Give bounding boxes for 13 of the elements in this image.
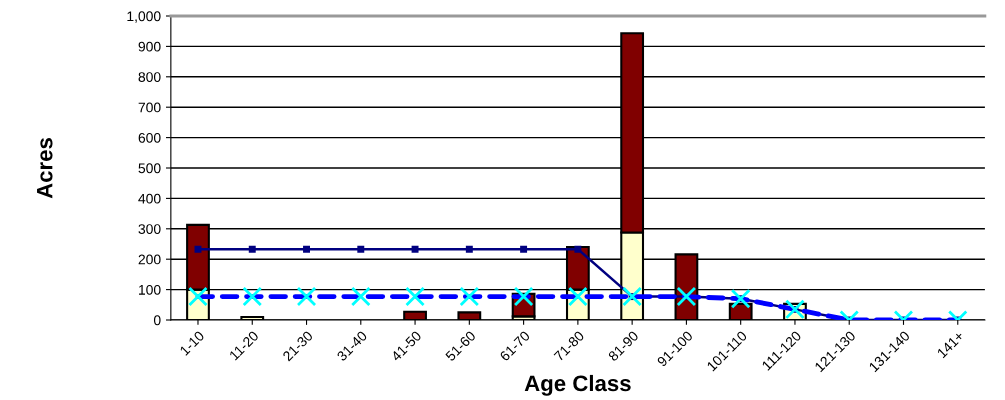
y-tick-label: 600	[138, 132, 161, 143]
y-tick-label: 900	[138, 41, 161, 52]
y-tick-label: 1,000	[127, 11, 161, 23]
y-tick-label: 400	[138, 193, 161, 204]
y-tick-label: 100	[139, 284, 161, 295]
y-tick-label: 700	[138, 102, 161, 113]
y-tick-label: 300	[138, 224, 161, 234]
y-tick-label: 500	[138, 163, 161, 174]
y-tick-label: 0	[153, 315, 161, 326]
y-tick-label: 800	[138, 72, 161, 82]
y-tick-label: 200	[138, 254, 161, 265]
x-axis-title: Age Class	[524, 374, 631, 396]
y-axis-title: Acres	[37, 138, 53, 199]
